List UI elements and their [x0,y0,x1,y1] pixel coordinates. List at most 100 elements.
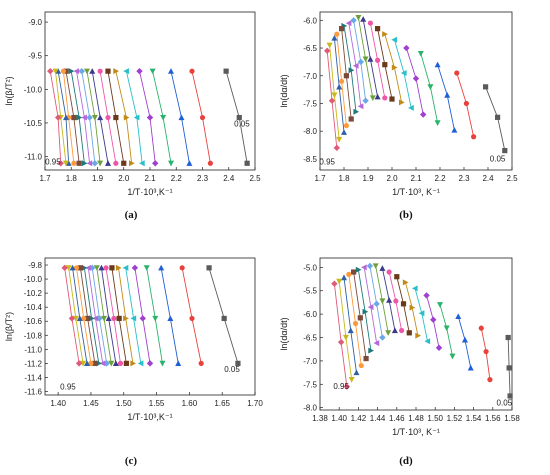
data-point [350,17,357,24]
y-axis-label: ln(dα/dt) [279,317,289,350]
series-group [89,68,111,166]
data-point [507,393,513,399]
series-group [189,68,213,166]
series-group [331,34,347,135]
data-point [84,68,90,75]
series-group [437,302,456,360]
series-line [79,267,96,364]
data-point [129,160,135,167]
series-group [434,61,458,133]
x-axis-label: 1/T·10³, K⁻¹ [392,187,440,197]
data-point [461,336,468,343]
annotation-label: 0.05 [497,398,513,407]
series-group [454,70,477,140]
data-point [146,114,154,121]
x-tick-label: 2.3 [458,174,470,183]
series-group [455,313,474,371]
data-point [379,298,386,305]
data-point [346,271,352,277]
data-point [139,160,145,167]
data-point [159,360,166,367]
data-point [424,338,431,345]
data-point [367,304,374,311]
y-tick-label: -7.5 [303,380,317,389]
data-point [358,362,364,369]
annotation-label: 0.95 [319,157,335,166]
series-line [125,267,142,364]
data-point [175,360,182,366]
x-tick-label: 1.54 [466,414,482,423]
data-point [76,315,83,322]
data-point [137,360,144,367]
data-point [331,34,338,41]
data-point [374,93,381,100]
y-tick-label: -6.5 [303,44,317,53]
series-group [61,264,83,367]
data-point [113,68,119,75]
data-point [348,116,354,122]
data-point [437,302,443,308]
data-point [63,68,69,74]
data-point [373,340,380,347]
series-group [372,263,392,336]
data-point [136,67,143,75]
data-point [63,114,69,121]
panel-label: (c) [125,455,138,467]
series-group [324,47,340,152]
data-point [167,315,174,322]
x-tick-label: 1.56 [485,414,501,423]
data-point [97,68,103,74]
data-point [375,26,381,32]
x-tick-label: 1.45 [83,399,99,408]
series-group [223,68,250,166]
data-point [168,68,174,74]
data-point [236,114,242,121]
series-group [360,16,381,100]
y-tick-label: -11.2 [24,359,42,368]
data-point [77,265,84,271]
x-tick-label: 1.40 [331,414,347,423]
data-point [223,68,229,74]
panel-label: (d) [399,455,413,467]
y-tick-label: -11.0 [24,153,42,162]
data-point [478,325,484,331]
data-point [73,265,80,271]
data-point [367,56,374,62]
series-group [403,44,427,118]
data-point [69,264,76,271]
series-group [339,26,354,122]
series-group [345,20,364,110]
data-point [399,99,405,106]
data-point [55,68,62,74]
data-point [99,360,106,367]
x-tick-label: 1.48 [408,414,424,423]
series-line [111,267,127,364]
data-point [123,360,129,366]
data-point [341,274,347,281]
data-point [337,338,345,346]
plot-frame [44,11,256,171]
data-point [122,264,129,271]
data-point [339,78,345,84]
y-axis-label: ln(β/T²) [4,312,14,341]
series-group [65,265,87,367]
series-line [225,71,248,164]
data-point [65,160,72,166]
data-point [343,73,349,79]
data-point [369,95,376,102]
data-point [105,68,111,74]
annotation-label: 0.95 [333,382,349,391]
series-line [160,267,179,364]
x-axis-label: 1/T·10³, K⁻¹ [392,427,440,437]
data-point [352,62,359,69]
data-point [152,160,159,167]
x-tick-label: 1.60 [182,399,198,408]
x-tick-label: 1.44 [370,414,386,423]
series-group [158,264,182,366]
data-point [81,114,87,121]
data-point [386,296,393,303]
series-line [68,267,84,364]
series-group [168,68,193,166]
data-point [111,315,117,322]
data-point [331,280,338,287]
